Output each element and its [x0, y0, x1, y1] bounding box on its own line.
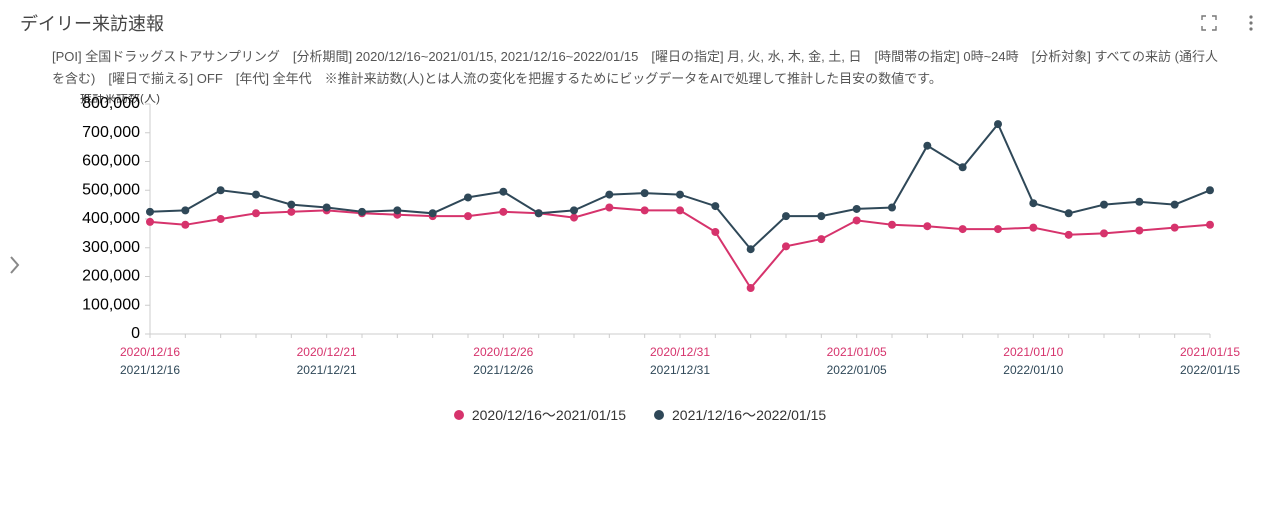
svg-text:2022/01/10: 2022/01/10 — [1003, 363, 1063, 377]
svg-text:800,000: 800,000 — [82, 95, 140, 112]
svg-text:2020/12/31: 2020/12/31 — [650, 345, 710, 359]
chart-container: 推計来訪数(人)0100,000200,000300,000400,000500… — [40, 94, 1260, 399]
svg-text:2021/12/21: 2021/12/21 — [297, 363, 357, 377]
panel-title: デイリー来訪速報 — [20, 10, 164, 36]
title-icons — [1200, 14, 1260, 32]
chart-legend: 2020/12/16〜2021/01/15 2021/12/16〜2022/01… — [0, 405, 1280, 425]
sidebar-toggle[interactable] — [4, 250, 24, 280]
svg-text:2020/12/26: 2020/12/26 — [473, 345, 533, 359]
legend-item-series-a: 2020/12/16〜2021/01/15 — [454, 405, 626, 425]
line-chart: 推計来訪数(人)0100,000200,000300,000400,000500… — [40, 94, 1240, 394]
svg-text:500,000: 500,000 — [82, 181, 140, 198]
svg-text:2020/12/21: 2020/12/21 — [297, 345, 357, 359]
legend-dot-icon — [454, 410, 464, 420]
legend-item-series-b: 2021/12/16〜2022/01/15 — [654, 405, 826, 425]
expand-icon[interactable] — [1200, 14, 1218, 32]
legend-dot-icon — [654, 410, 664, 420]
svg-text:200,000: 200,000 — [82, 268, 140, 285]
svg-text:0: 0 — [131, 325, 140, 342]
svg-text:2022/01/15: 2022/01/15 — [1180, 363, 1240, 377]
dashboard-panel: デイリー来訪速報 [POI] 全国ドラッグストアサンプリング [分析期間] 20… — [0, 0, 1280, 530]
svg-text:2021/01/15: 2021/01/15 — [1180, 345, 1240, 359]
title-row: デイリー来訪速報 — [0, 0, 1280, 42]
svg-text:700,000: 700,000 — [82, 124, 140, 141]
legend-label: 2021/12/16〜2022/01/15 — [672, 405, 826, 425]
svg-text:2020/12/16: 2020/12/16 — [120, 345, 180, 359]
svg-text:600,000: 600,000 — [82, 153, 140, 170]
svg-text:2022/01/05: 2022/01/05 — [827, 363, 887, 377]
svg-text:2021/12/26: 2021/12/26 — [473, 363, 533, 377]
more-menu-icon[interactable] — [1242, 14, 1260, 32]
svg-text:400,000: 400,000 — [82, 210, 140, 227]
svg-text:2021/12/31: 2021/12/31 — [650, 363, 710, 377]
svg-text:300,000: 300,000 — [82, 239, 140, 256]
svg-text:2021/01/10: 2021/01/10 — [1003, 345, 1063, 359]
legend-label: 2020/12/16〜2021/01/15 — [472, 405, 626, 425]
svg-text:2021/01/05: 2021/01/05 — [827, 345, 887, 359]
analysis-description: [POI] 全国ドラッグストアサンプリング [分析期間] 2020/12/16~… — [0, 42, 1280, 94]
svg-text:2021/12/16: 2021/12/16 — [120, 363, 180, 377]
svg-text:100,000: 100,000 — [82, 296, 140, 313]
